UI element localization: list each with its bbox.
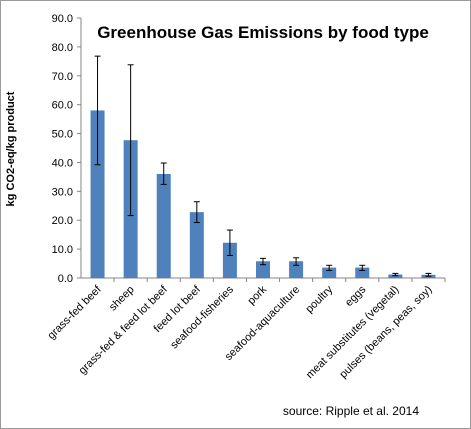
bar (222, 242, 237, 278)
x-category-label: eggs (343, 283, 369, 309)
bar (256, 261, 270, 278)
bars (90, 110, 436, 278)
x-category-label: seafood-fisheries (168, 283, 236, 351)
y-ticks: 0.0 10.0 20.0 30.0 40.0 50.0 60.0 70.0 80.0 90.0 (52, 13, 81, 285)
x-category-label: pork (245, 283, 269, 307)
y-tick-label: 90.0 (52, 13, 73, 25)
y-tick-label: 40.0 (52, 157, 73, 169)
y-tick-label: 30.0 (52, 186, 73, 198)
y-tick-label: 0.0 (58, 273, 73, 285)
bar (388, 274, 403, 278)
x-category-label: sheep (107, 284, 137, 314)
source-annotation: source: Ripple et al. 2014 (283, 404, 419, 418)
bar (289, 261, 304, 278)
y-tick-label: 10.0 (52, 244, 73, 256)
error-bars (94, 55, 432, 277)
chart-title: Greenhouse Gas Emissions by food type (97, 23, 429, 42)
y-tick-label: 70.0 (52, 71, 73, 83)
y-tick-label: 60.0 (52, 100, 73, 112)
x-category-label: poultry (303, 283, 335, 315)
x-category-label: grass-fed beef (45, 283, 104, 342)
bar (189, 212, 204, 278)
y-axis-label: kg CO2-eq/kg product (5, 91, 17, 206)
bar (322, 267, 337, 278)
bar (156, 174, 171, 278)
y-tick-label: 80.0 (52, 42, 73, 54)
bar (90, 110, 105, 278)
y-tick-label: 20.0 (52, 215, 73, 227)
y-tick-label: 50.0 (52, 129, 73, 141)
bar (355, 267, 370, 278)
